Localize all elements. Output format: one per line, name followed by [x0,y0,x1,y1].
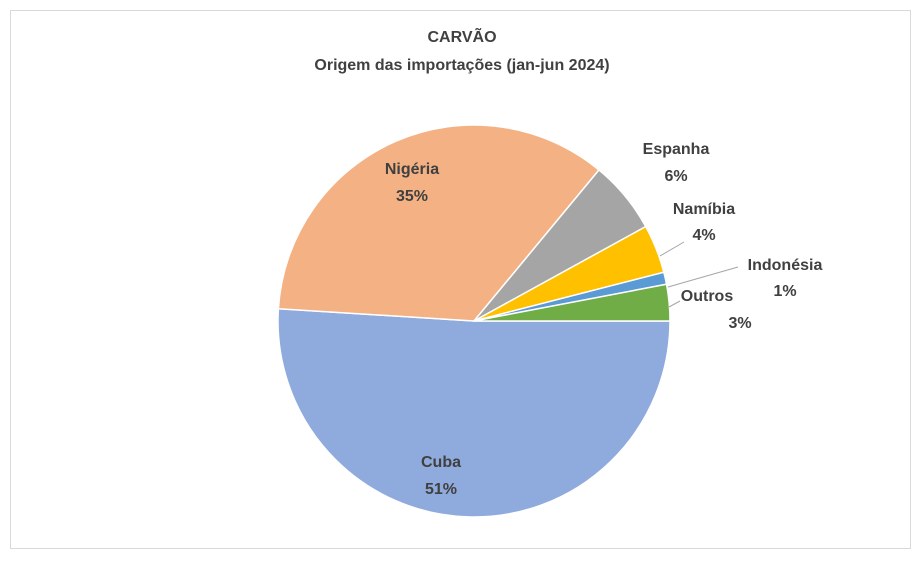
category-label: Indonésia [748,257,823,274]
category-label: Espanha [643,141,710,158]
value-label: 51% [425,481,457,498]
value-label: 35% [396,188,428,205]
pie [277,124,671,518]
pie-slice [473,283,671,322]
value-label: 3% [728,315,751,332]
value-label: 4% [692,227,715,244]
category-label: Cuba [421,454,461,471]
category-label: Nigéria [385,161,439,178]
category-label: Outros [681,288,734,305]
pie-slice [277,124,600,322]
leader-line [668,300,681,308]
leader-line [667,266,739,288]
chart-subtitle: Origem das importações (jan-jun 2024) [314,57,609,74]
value-label: 1% [773,283,796,300]
leader-line [659,241,685,257]
pie-slice [277,307,671,518]
value-label: 6% [664,168,687,185]
category-label: Namíbia [673,201,735,218]
chart-title: CARVÃO [427,26,496,46]
